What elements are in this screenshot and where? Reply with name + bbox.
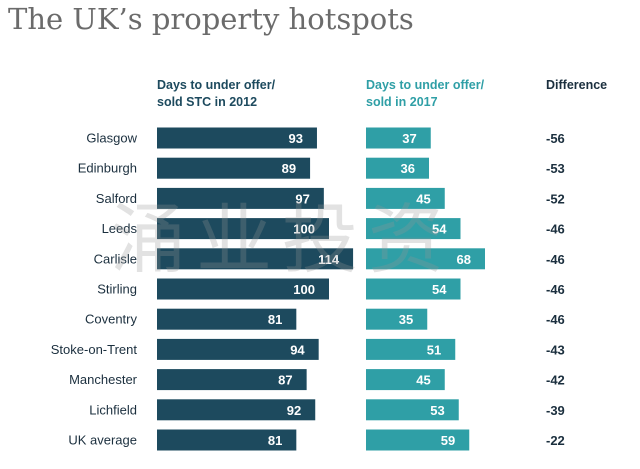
bar-2012-manchester: [157, 369, 307, 391]
value-2017-stirling: 54: [432, 282, 447, 297]
difference-carlisle: -46: [546, 252, 565, 267]
bar-2012-glasgow: [157, 127, 317, 149]
bar-2017-coventry: [366, 308, 428, 330]
value-2017-stoke-on-trent: 51: [427, 342, 441, 357]
bar-2012-edinburgh: [157, 157, 311, 179]
bar-2017-uk-average: [366, 429, 470, 451]
category-label-stirling: Stirling: [97, 282, 137, 297]
bar-2012-uk-average: [157, 429, 297, 451]
bar-2017-glasgow: [366, 127, 431, 149]
bar-2017-carlisle: [366, 248, 485, 270]
header-2017-line1: Days to under offer/: [366, 78, 485, 92]
value-2012-coventry: 81: [268, 312, 282, 327]
bar-2012-coventry: [157, 308, 297, 330]
bar-2017-leeds: [366, 218, 461, 240]
bar-2017-lichfield: [366, 399, 459, 421]
difference-salford: -52: [546, 191, 565, 206]
category-label-salford: Salford: [96, 191, 137, 206]
bar-2012-leeds: [157, 218, 329, 240]
difference-coventry: -46: [546, 312, 565, 327]
category-label-manchester: Manchester: [69, 372, 138, 387]
chart-title: The UK’s property hotspots: [8, 2, 414, 36]
value-2017-manchester: 45: [416, 373, 430, 388]
bar-2012-stirling: [157, 278, 329, 300]
value-2017-glasgow: 37: [402, 131, 416, 146]
difference-manchester: -42: [546, 373, 565, 388]
value-2017-edinburgh: 36: [401, 161, 415, 176]
header-2012: Days to under offer/ sold STC in 2012: [157, 77, 357, 111]
value-2017-carlisle: 68: [457, 252, 471, 267]
value-2012-stirling: 100: [293, 282, 315, 297]
value-2012-edinburgh: 89: [282, 161, 296, 176]
header-2017: Days to under offer/ sold in 2017: [366, 77, 526, 111]
header-2012-line2: sold STC in 2012: [157, 95, 258, 109]
bar-2012-lichfield: [157, 399, 316, 421]
value-2017-coventry: 35: [399, 312, 413, 327]
watermark: 涌业投资: [110, 195, 454, 284]
category-label-glasgow: Glasgow: [86, 131, 137, 146]
header-2012-line1: Days to under offer/: [157, 78, 276, 92]
category-label-carlisle: Carlisle: [94, 251, 137, 266]
difference-stirling: -46: [546, 282, 565, 297]
value-2012-lichfield: 92: [287, 403, 301, 418]
bar-2012-carlisle: [157, 248, 354, 270]
bar-2012-stoke-on-trent: [157, 338, 319, 360]
difference-glasgow: -56: [546, 131, 565, 146]
category-label-coventry: Coventry: [85, 312, 138, 327]
bar-2017-salford: [366, 187, 445, 209]
header-difference: Difference: [546, 78, 608, 92]
difference-leeds: -46: [546, 222, 565, 237]
bar-2017-stirling: [366, 278, 461, 300]
value-2017-leeds: 54: [432, 222, 447, 237]
bar-2012-salford: [157, 187, 324, 209]
category-label-lichfield: Lichfield: [89, 402, 137, 417]
difference-edinburgh: -53: [546, 161, 565, 176]
value-2017-lichfield: 53: [430, 403, 444, 418]
category-label-uk-average: UK average: [68, 433, 137, 448]
value-2012-salford: 97: [295, 191, 309, 206]
value-2012-leeds: 100: [293, 222, 315, 237]
bar-2017-stoke-on-trent: [366, 338, 456, 360]
category-label-edinburgh: Edinburgh: [78, 161, 137, 176]
header-2017-line2: sold in 2017: [366, 95, 438, 109]
bar-2017-manchester: [366, 369, 445, 391]
value-2012-carlisle: 114: [318, 252, 340, 267]
value-2012-uk-average: 81: [268, 433, 282, 448]
difference-stoke-on-trent: -43: [546, 342, 565, 357]
difference-uk-average: -22: [546, 433, 565, 448]
value-2017-uk-average: 59: [441, 433, 455, 448]
value-2012-manchester: 87: [278, 373, 292, 388]
value-2017-salford: 45: [416, 191, 430, 206]
value-2012-stoke-on-trent: 94: [290, 342, 305, 357]
bar-2017-edinburgh: [366, 157, 429, 179]
category-label-stoke-on-trent: Stoke-on-Trent: [51, 342, 138, 357]
category-label-leeds: Leeds: [102, 221, 138, 236]
value-2012-glasgow: 93: [288, 131, 302, 146]
difference-lichfield: -39: [546, 403, 565, 418]
